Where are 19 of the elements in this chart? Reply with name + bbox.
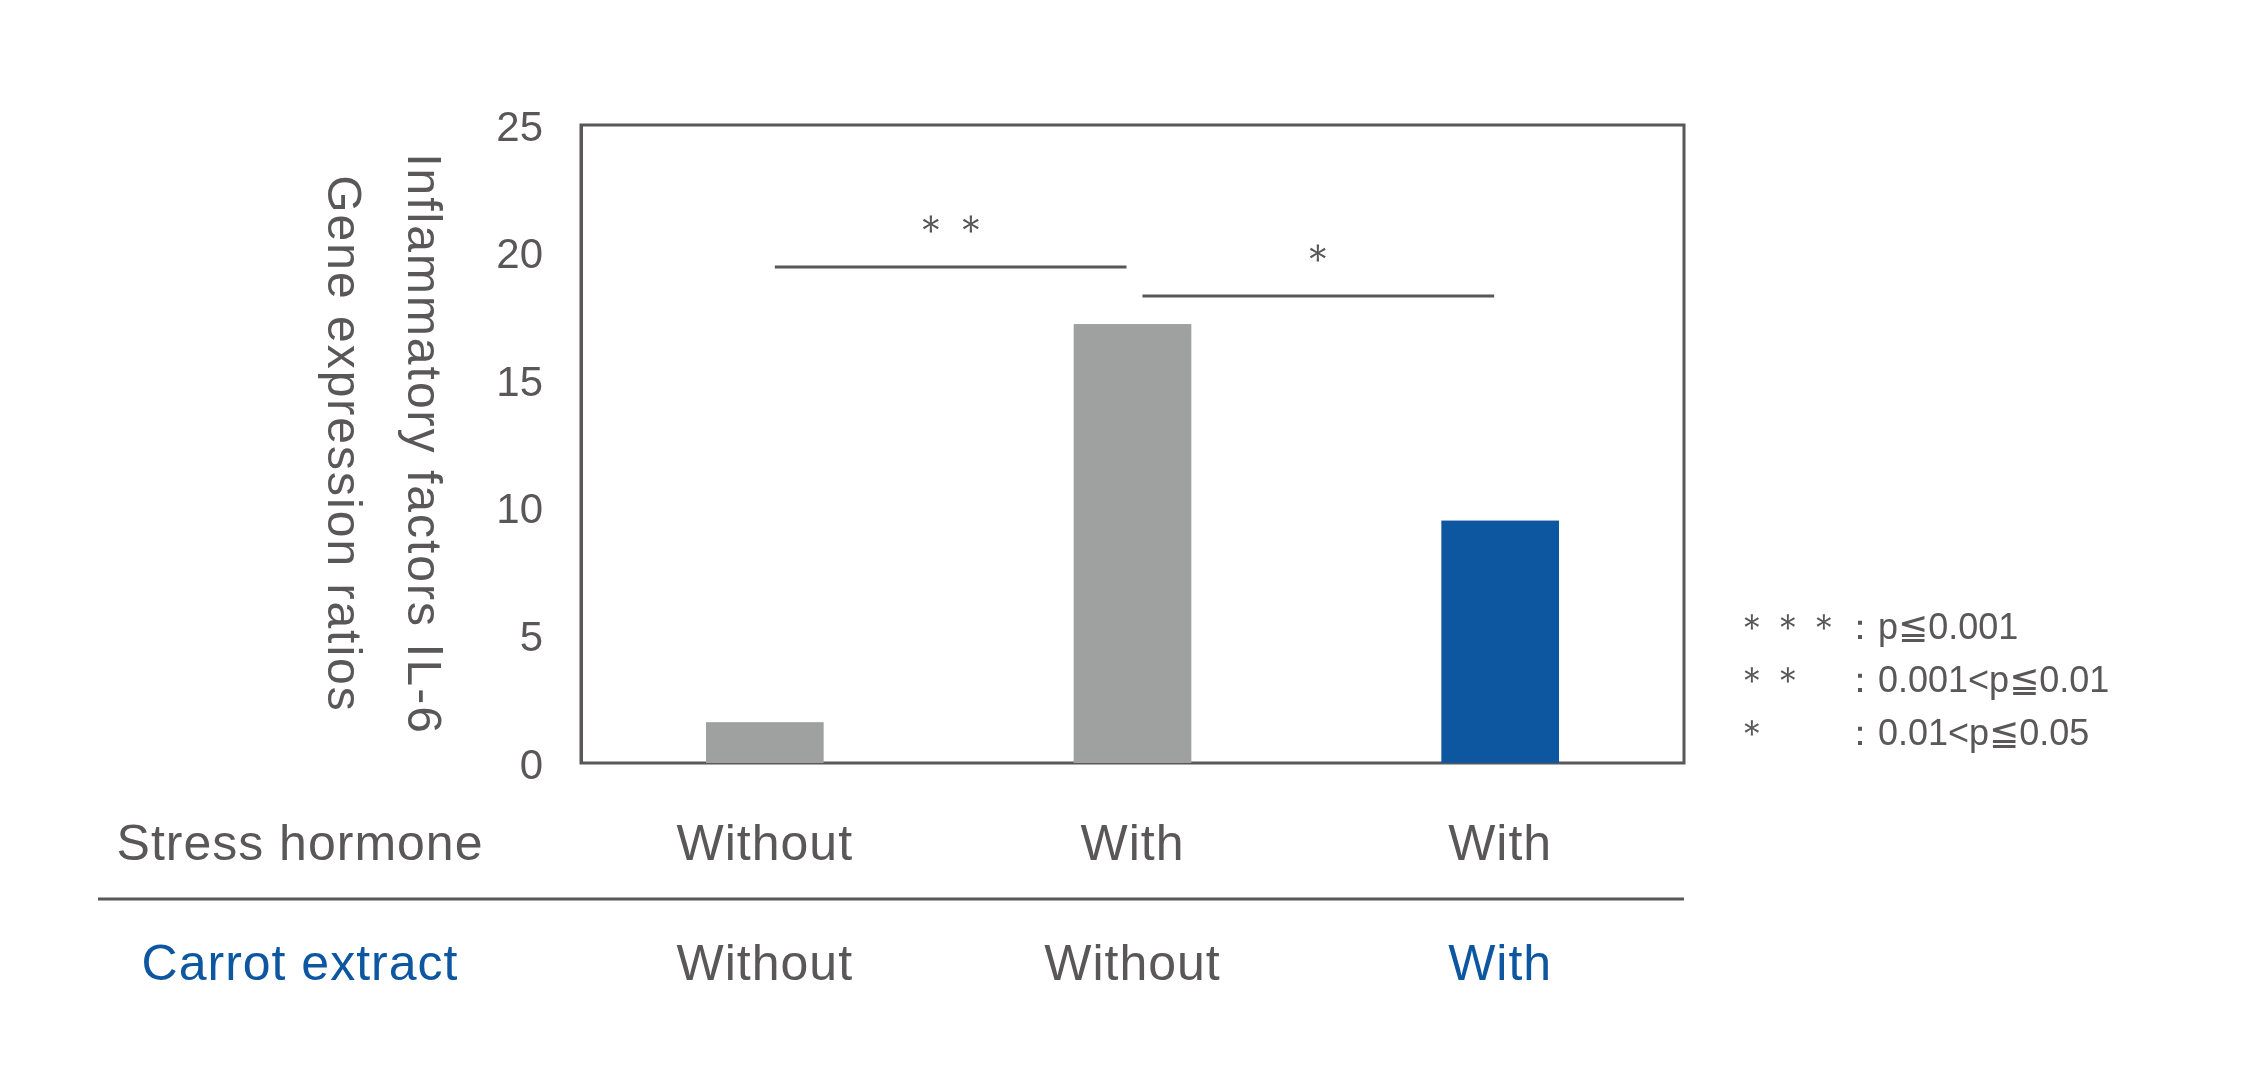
text: ＊ ：0.01<p≦0.05 (1734, 711, 2090, 753)
annotation: ＊ (1298, 236, 1339, 281)
bar (1441, 520, 1559, 763)
text: ＊＊＊：p≦0.001 (1734, 605, 2019, 647)
category-label: Without Without (676, 815, 854, 991)
y-tick-label: 20 (496, 230, 543, 278)
y-tick-label: 25 (496, 102, 543, 150)
category-label: With With (1448, 815, 1553, 991)
bar (706, 722, 824, 763)
bar (1073, 324, 1192, 763)
y-axis-title: Inflammatory factors ⅠL-6 Gene expression ratios (318, 153, 452, 735)
y-tick-label: 5 (519, 613, 543, 661)
y-tick-label: 0 (519, 740, 543, 788)
text: ＊＊ ：0.001<p≦0.01 (1734, 658, 2110, 700)
y-tick-label: 10 (496, 485, 543, 533)
category-label: With Without (1044, 815, 1221, 991)
text: Stress hormone Carrot extract (116, 815, 484, 991)
annotation: ＊＊ (910, 207, 991, 252)
y-tick-label: 15 (496, 357, 543, 405)
